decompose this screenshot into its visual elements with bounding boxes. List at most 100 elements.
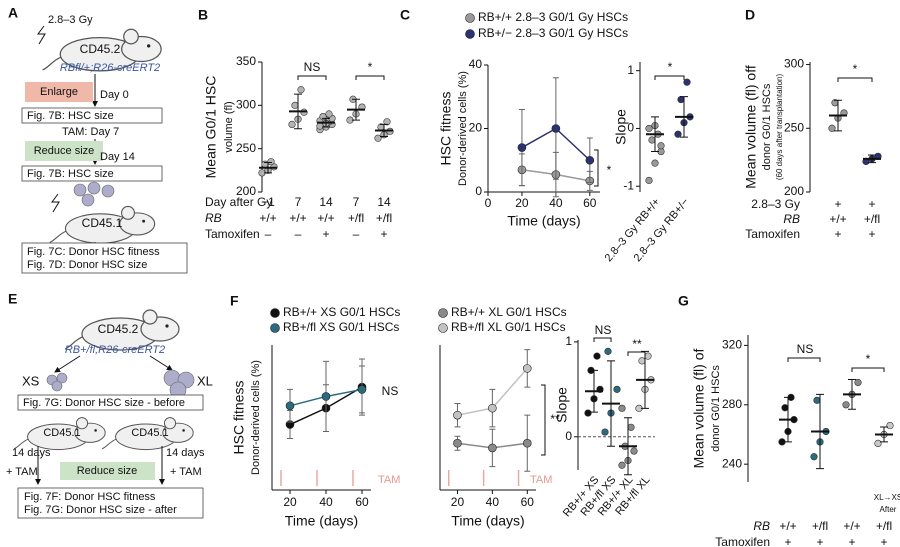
data-point — [657, 142, 665, 150]
condition-value: +/fl — [876, 519, 892, 533]
condition-value: + — [834, 227, 841, 241]
condition-value: + — [848, 535, 855, 547]
condition-value: +/+ — [843, 519, 860, 533]
legend-marker — [270, 308, 280, 318]
days: 14 days — [12, 447, 51, 459]
y-axis-label: volume (fl) — [223, 101, 235, 152]
y-axis-label: Donor-derived cells (%) — [457, 71, 469, 186]
annotation: NS — [382, 384, 399, 398]
condition-value: +/fl — [348, 211, 364, 225]
y-tick-label: -1 — [623, 178, 634, 192]
box-text: Fig. 7C: Donor HSC fitness — [27, 246, 160, 258]
enlarge-box — [25, 82, 93, 102]
data-point — [886, 421, 894, 430]
data-point — [638, 357, 646, 365]
box — [17, 394, 204, 411]
box-text: Fig. 7G: Donor HSC size - after — [24, 504, 177, 516]
data-point — [644, 352, 652, 360]
y-tick-label: 0 — [475, 184, 482, 198]
legend-marker — [270, 323, 280, 333]
condition-value: + — [868, 197, 875, 211]
data-point — [488, 403, 497, 413]
data-point — [601, 428, 609, 436]
data-point — [383, 118, 391, 126]
condition-value: + — [784, 535, 791, 547]
y-axis-label: Mean volume (fl) of — [691, 348, 707, 468]
y-tick-label: 250 — [236, 141, 256, 155]
lightning — [37, 25, 46, 45]
data-point — [285, 401, 295, 411]
data-point — [585, 155, 595, 165]
x-tick-label: 0 — [485, 196, 492, 210]
condition-value: + — [322, 227, 329, 241]
note: After — [880, 505, 897, 514]
cells — [46, 369, 195, 399]
day14: Day 14 — [100, 151, 135, 163]
annotation: * — [368, 60, 373, 74]
condition-value: – — [295, 227, 302, 241]
data-point — [630, 447, 638, 455]
condition-value: 7 — [295, 195, 302, 209]
data-point — [618, 404, 626, 412]
y-tick-label: 320 — [722, 338, 742, 352]
condition-label: Tamoxifen — [715, 535, 770, 547]
data-point — [267, 158, 275, 166]
diagram-a: A 2.8–3 Gy CD45.2 RBfl/+;R26-creERT2 Enl… — [8, 5, 188, 274]
y-axis-label: HSC fitness — [438, 92, 454, 166]
tam-label: TAM — [378, 474, 400, 486]
data-point — [874, 439, 882, 447]
x-axis-label: Time (days) — [285, 513, 358, 529]
box-text: Fig. 7G: Donor HSC size - before — [23, 397, 185, 409]
y-axis-label: donor G0/1 HSCs — [761, 83, 773, 170]
condition-value: +/fl — [812, 519, 828, 533]
arrow — [54, 355, 81, 373]
data-point — [453, 410, 462, 420]
data-point — [522, 438, 532, 448]
data-point — [781, 404, 789, 412]
genotype: RBfl/+;R26-creERT2 — [60, 62, 160, 74]
box — [17, 487, 204, 519]
data-point — [297, 86, 305, 94]
panel-label: D — [745, 7, 755, 23]
data-point — [551, 124, 561, 133]
x-tick-label: 20 — [283, 495, 297, 509]
day0: Day 0 — [100, 89, 129, 101]
data-point — [842, 401, 850, 409]
legend-label: RB+/+ XL G0/1 HSCs — [451, 305, 567, 319]
data-point — [613, 385, 621, 393]
legend-marker — [438, 308, 448, 318]
panel-label: G — [678, 293, 689, 309]
lightning — [51, 193, 60, 213]
legend-marker — [465, 29, 475, 39]
data-point — [288, 120, 296, 128]
box-text: Fig. 7B: HSC size — [27, 168, 114, 180]
legend-marker — [465, 13, 475, 23]
x-tick-label: 60 — [355, 495, 369, 509]
y-tick-label: 0 — [627, 121, 634, 135]
annotation: ** — [550, 412, 560, 426]
panel-label: A — [8, 5, 18, 21]
box — [21, 242, 188, 274]
data-point — [374, 134, 382, 142]
legend-label: RB+/+ 2.8–3 G0/1 Gy HSCs — [478, 10, 628, 24]
condition-value: +/+ — [829, 212, 846, 226]
tam: TAM: Day 7 — [62, 126, 119, 138]
panel-label: F — [230, 293, 239, 309]
condition-label: RB — [783, 212, 800, 226]
condition-value: +/+ — [259, 211, 276, 225]
data-point — [488, 443, 497, 453]
condition-value: – — [265, 227, 272, 241]
reduce: Reduce size — [34, 145, 95, 157]
condition-value: −1 — [261, 195, 275, 209]
data-point — [854, 378, 862, 387]
y-axis-label: Mean volume (fl) off — [743, 65, 759, 189]
data-point — [618, 461, 626, 469]
data-point — [604, 347, 612, 355]
y-tick-label: 280 — [722, 397, 742, 411]
days: 14 days — [166, 447, 205, 459]
annotation: * — [866, 352, 871, 366]
y-tick-label: 240 — [722, 456, 742, 470]
condition-value: 14 — [377, 195, 391, 209]
reduce-box — [25, 141, 103, 161]
y-axis-label: Slope — [613, 109, 629, 145]
